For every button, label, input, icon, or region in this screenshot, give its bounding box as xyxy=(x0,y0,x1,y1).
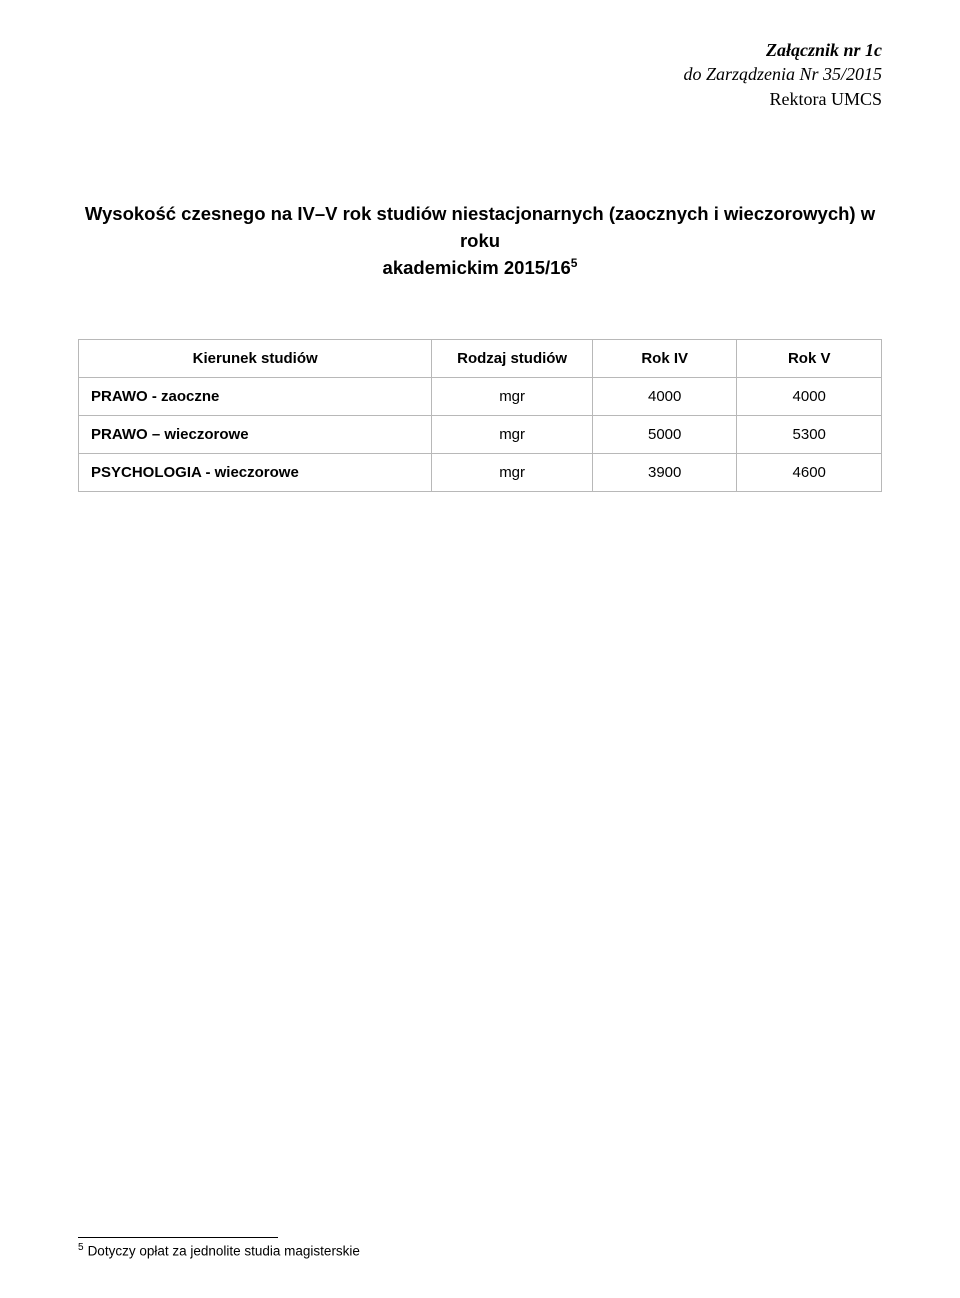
page: Załącznik nr 1c do Zarządzenia Nr 35/201… xyxy=(0,0,960,1298)
cell-rok5: 4600 xyxy=(737,454,882,492)
col-header-rok5: Rok V xyxy=(737,340,882,378)
order-reference: do Zarządzenia Nr 35/2015 xyxy=(78,62,882,86)
title-superscript: 5 xyxy=(571,256,578,270)
table-row: PRAWO - zaoczne mgr 4000 4000 xyxy=(79,378,882,416)
cell-rodzaj: mgr xyxy=(432,378,593,416)
cell-kierunek: PRAWO - zaoczne xyxy=(79,378,432,416)
table-row: PRAWO – wieczorowe mgr 5000 5300 xyxy=(79,416,882,454)
col-header-kierunek: Kierunek studiów xyxy=(79,340,432,378)
cell-rok5: 4000 xyxy=(737,378,882,416)
table-row: PSYCHOLOGIA - wieczorowe mgr 3900 4600 xyxy=(79,454,882,492)
cell-kierunek: PSYCHOLOGIA - wieczorowe xyxy=(79,454,432,492)
footnote-rule xyxy=(78,1237,278,1238)
footnote-body: Dotyczy opłat za jednolite studia magist… xyxy=(88,1243,360,1258)
institution-name: Rektora UMCS xyxy=(78,87,882,111)
cell-kierunek: PRAWO – wieczorowe xyxy=(79,416,432,454)
footnote-marker: 5 xyxy=(78,1242,84,1253)
table-header-row: Kierunek studiów Rodzaj studiów Rok IV R… xyxy=(79,340,882,378)
col-header-rodzaj: Rodzaj studiów xyxy=(432,340,593,378)
col-header-rok4: Rok IV xyxy=(592,340,737,378)
cell-rodzaj: mgr xyxy=(432,416,593,454)
cell-rok4: 3900 xyxy=(592,454,737,492)
cell-rok5: 5300 xyxy=(737,416,882,454)
page-title: Wysokość czesnego na IV–V rok studiów ni… xyxy=(78,201,882,282)
tuition-table: Kierunek studiów Rodzaj studiów Rok IV R… xyxy=(78,339,882,492)
cell-rodzaj: mgr xyxy=(432,454,593,492)
cell-rok4: 4000 xyxy=(592,378,737,416)
title-line-2-prefix: akademickim 2015/16 xyxy=(383,257,571,278)
header-block: Załącznik nr 1c do Zarządzenia Nr 35/201… xyxy=(78,38,882,111)
footnote-text: 5 Dotyczy opłat za jednolite studia magis… xyxy=(78,1242,360,1259)
cell-rok4: 5000 xyxy=(592,416,737,454)
footnote: 5 Dotyczy opłat za jednolite studia magis… xyxy=(78,1237,360,1259)
attachment-label: Załącznik nr 1c xyxy=(78,38,882,62)
title-line-1: Wysokość czesnego na IV–V rok studiów ni… xyxy=(85,203,875,251)
